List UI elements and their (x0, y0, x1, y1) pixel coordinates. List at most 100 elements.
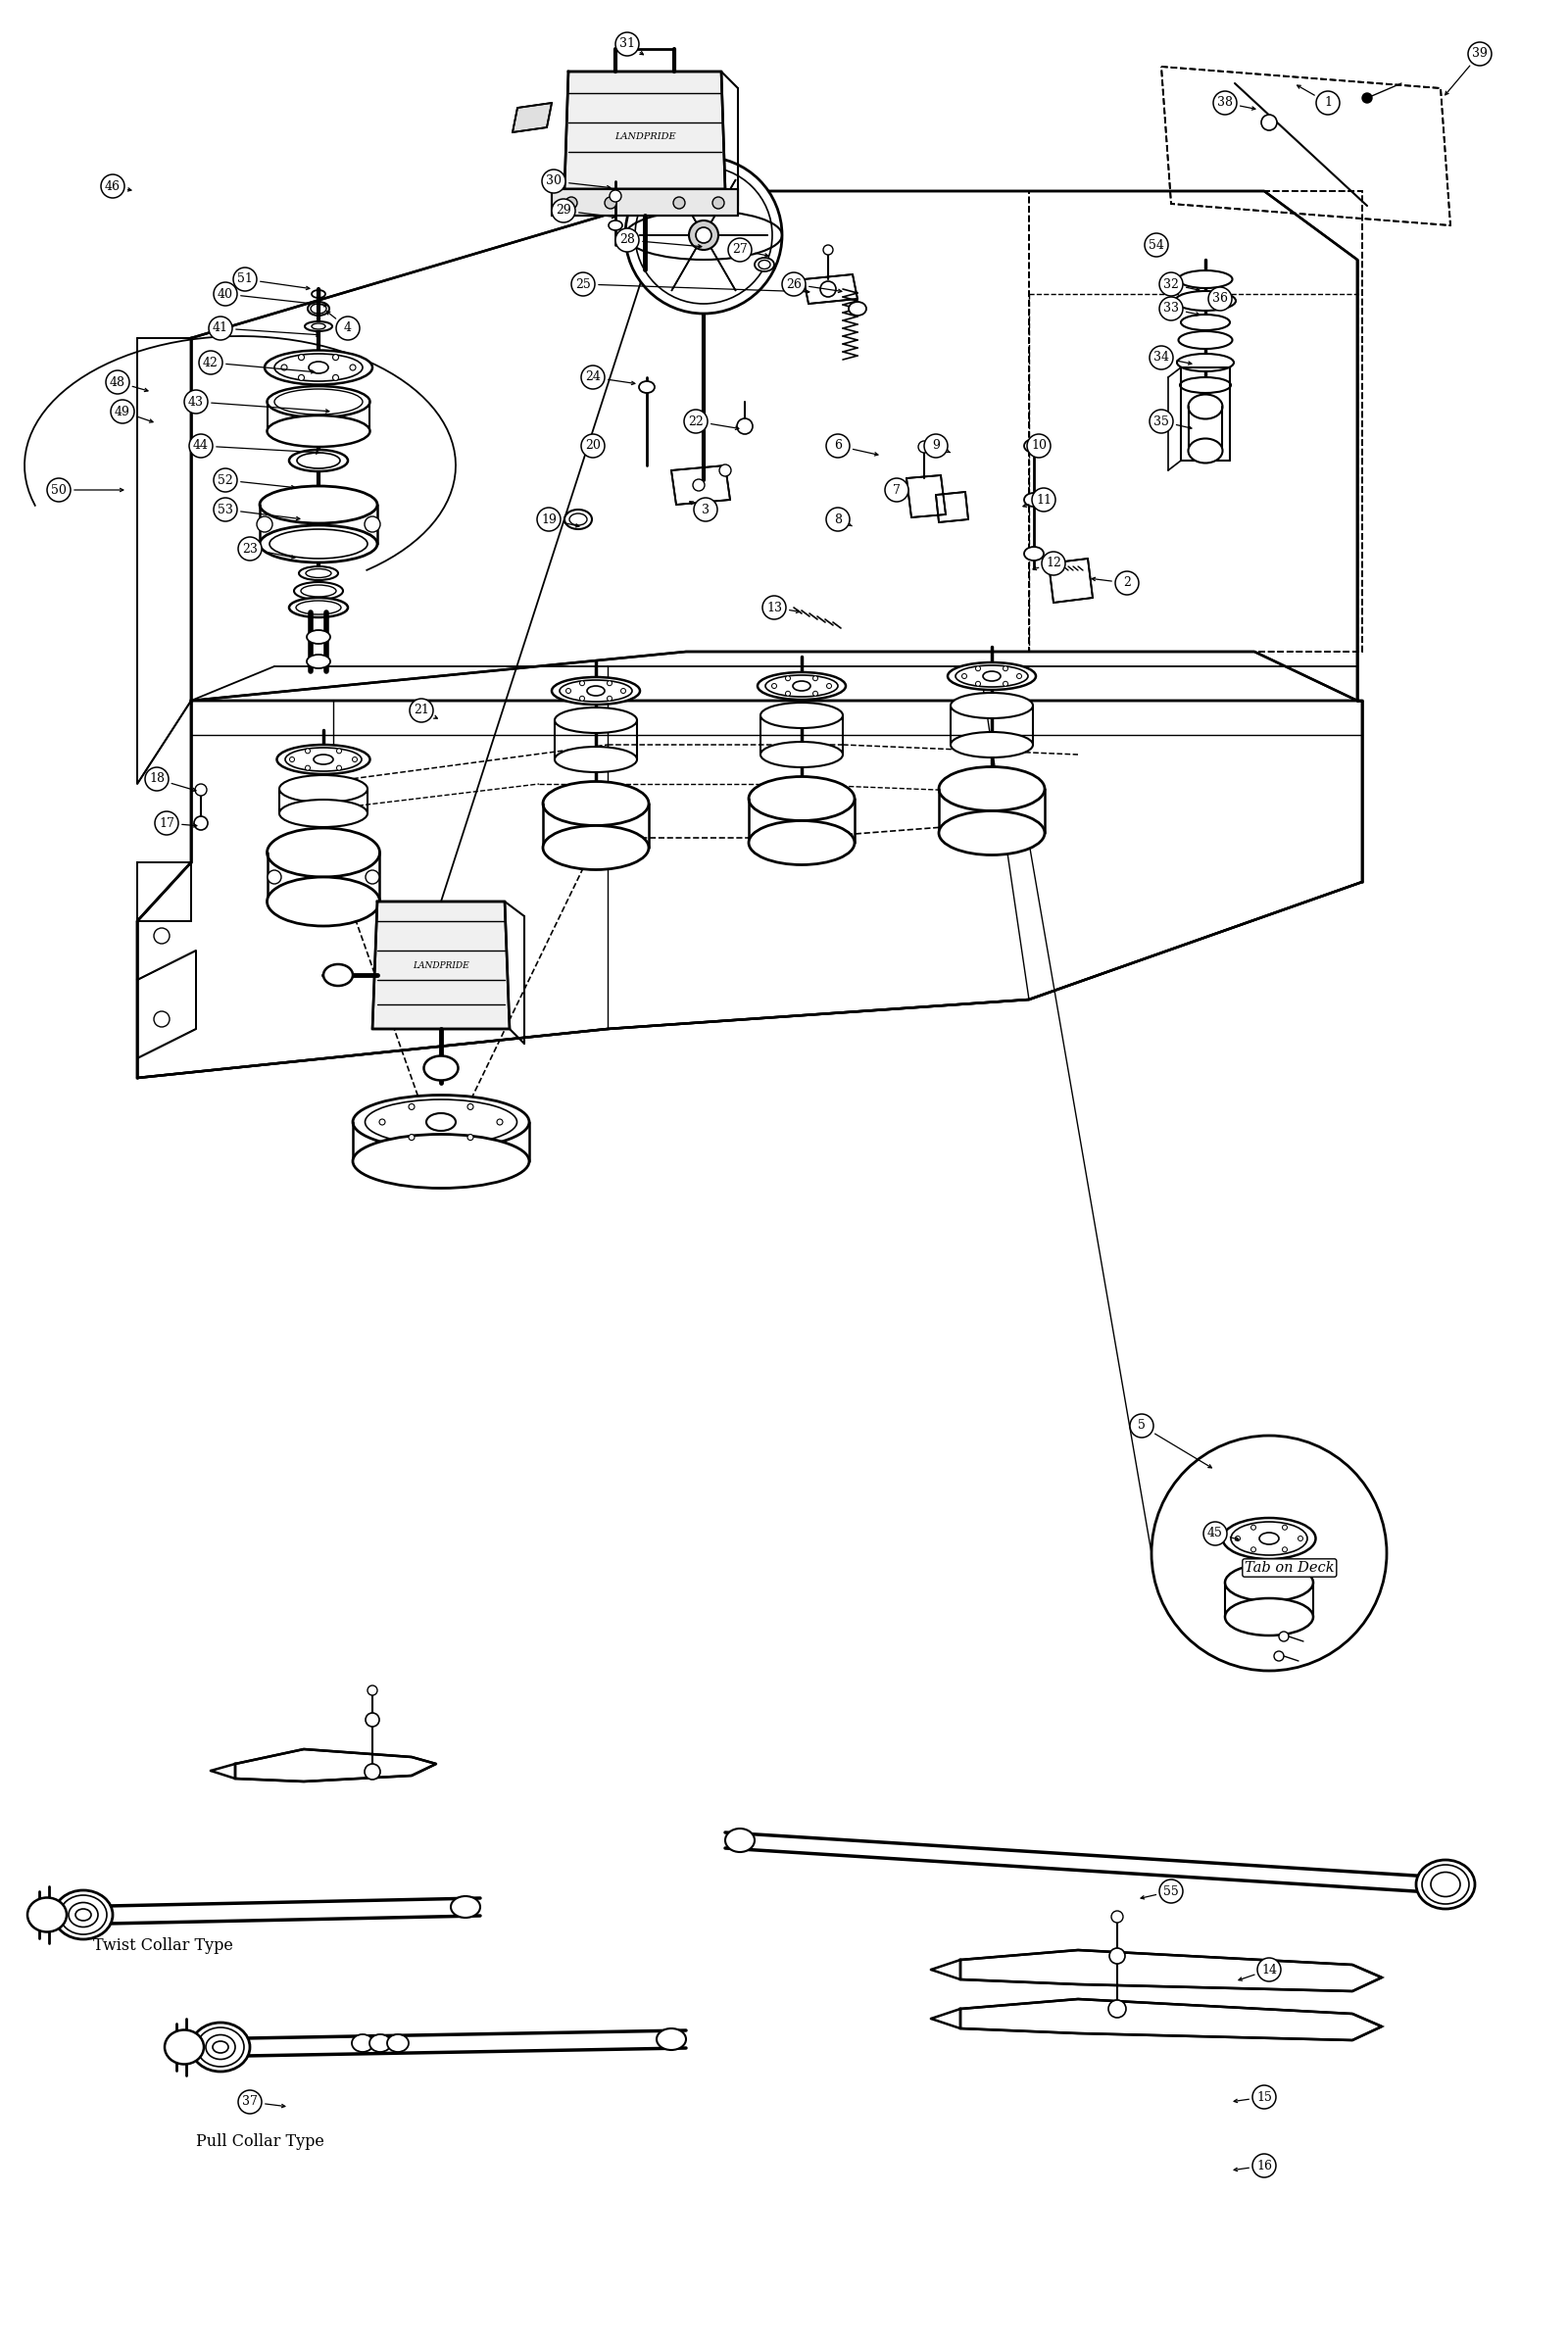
Circle shape (332, 354, 339, 361)
Ellipse shape (555, 708, 637, 733)
Circle shape (1253, 2153, 1276, 2177)
Ellipse shape (1024, 546, 1044, 560)
Circle shape (1149, 410, 1173, 433)
Circle shape (298, 354, 304, 361)
Ellipse shape (353, 1094, 530, 1148)
Text: 10: 10 (1032, 440, 1047, 452)
Ellipse shape (1189, 394, 1223, 419)
Circle shape (111, 401, 135, 424)
Circle shape (155, 811, 179, 834)
Circle shape (919, 440, 930, 452)
Circle shape (238, 537, 262, 560)
Text: 49: 49 (114, 405, 130, 417)
Circle shape (688, 220, 718, 251)
Circle shape (605, 197, 616, 209)
Ellipse shape (1179, 269, 1232, 288)
Circle shape (100, 173, 124, 197)
Circle shape (607, 682, 612, 686)
Circle shape (409, 1134, 414, 1141)
Text: 37: 37 (241, 2095, 257, 2109)
Text: 35: 35 (1154, 415, 1170, 429)
Ellipse shape (351, 2034, 373, 2052)
Text: 54: 54 (1149, 239, 1163, 251)
Text: 39: 39 (1472, 47, 1488, 61)
Circle shape (621, 689, 626, 694)
Circle shape (1258, 1959, 1281, 1982)
Circle shape (720, 464, 731, 476)
Circle shape (696, 227, 712, 244)
Circle shape (209, 316, 232, 340)
Circle shape (975, 665, 980, 670)
Circle shape (1115, 572, 1138, 595)
Circle shape (353, 757, 358, 761)
Text: 15: 15 (1256, 2090, 1272, 2104)
Ellipse shape (1181, 377, 1231, 394)
Circle shape (1112, 1912, 1123, 1924)
Circle shape (1251, 1525, 1256, 1530)
Text: 44: 44 (193, 440, 209, 452)
Ellipse shape (950, 731, 1033, 757)
Ellipse shape (260, 485, 378, 522)
Circle shape (1214, 91, 1237, 115)
Text: 6: 6 (834, 440, 842, 452)
Text: 4: 4 (343, 321, 351, 335)
Circle shape (536, 508, 561, 532)
Circle shape (820, 281, 836, 298)
Text: 25: 25 (575, 279, 591, 291)
Circle shape (566, 689, 571, 694)
Text: 9: 9 (931, 440, 939, 452)
Text: 7: 7 (892, 483, 900, 497)
Ellipse shape (295, 581, 343, 600)
Text: 29: 29 (555, 204, 571, 218)
Circle shape (1298, 1537, 1303, 1542)
Circle shape (673, 197, 685, 209)
Ellipse shape (289, 450, 348, 471)
Circle shape (826, 684, 831, 689)
Ellipse shape (423, 1057, 458, 1080)
Circle shape (826, 508, 850, 532)
Circle shape (365, 869, 379, 883)
Circle shape (1016, 675, 1022, 679)
Ellipse shape (543, 783, 649, 825)
Circle shape (350, 366, 356, 370)
Circle shape (332, 375, 339, 380)
Circle shape (281, 366, 287, 370)
Circle shape (1151, 1436, 1386, 1671)
Ellipse shape (307, 654, 331, 668)
Text: 50: 50 (52, 483, 66, 497)
Text: 55: 55 (1163, 1884, 1179, 1898)
Circle shape (1032, 487, 1055, 511)
Ellipse shape (267, 827, 379, 876)
Ellipse shape (939, 766, 1044, 811)
Ellipse shape (760, 703, 844, 729)
Circle shape (190, 433, 213, 457)
Circle shape (582, 366, 605, 389)
Circle shape (1236, 1537, 1240, 1542)
Text: Twist Collar Type: Twist Collar Type (93, 1938, 234, 1954)
Text: 22: 22 (688, 415, 704, 429)
Ellipse shape (1416, 1860, 1475, 1910)
Circle shape (693, 497, 718, 522)
Text: 21: 21 (414, 705, 430, 717)
Circle shape (1204, 1523, 1226, 1546)
Circle shape (107, 370, 129, 394)
Text: 36: 36 (1212, 293, 1228, 305)
Circle shape (812, 675, 818, 682)
Circle shape (1159, 298, 1182, 321)
Circle shape (626, 157, 782, 314)
Ellipse shape (370, 2034, 390, 2052)
Text: 26: 26 (786, 279, 801, 291)
Ellipse shape (1225, 1598, 1314, 1635)
Circle shape (961, 675, 967, 679)
Circle shape (571, 272, 594, 295)
Ellipse shape (1178, 354, 1234, 373)
Ellipse shape (750, 820, 855, 865)
Circle shape (367, 1685, 378, 1696)
Text: 1: 1 (1323, 96, 1331, 110)
Circle shape (1041, 551, 1065, 576)
Circle shape (238, 2090, 262, 2113)
Circle shape (812, 691, 818, 696)
Circle shape (1027, 433, 1051, 457)
Ellipse shape (543, 825, 649, 869)
Ellipse shape (724, 1828, 754, 1851)
